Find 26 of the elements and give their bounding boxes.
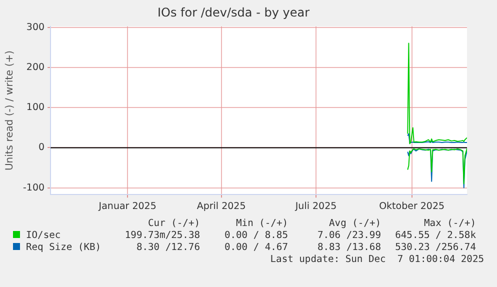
- y-tick-label: -100: [23, 182, 45, 194]
- y-axis-title: Units read (-) / write (+): [4, 50, 16, 171]
- text: Avg (-/+): [329, 218, 381, 229]
- text: 8.30 /12.76: [136, 242, 200, 253]
- text: 645.55 / 2.58k: [395, 230, 476, 241]
- y-tick-label: 300: [26, 22, 45, 34]
- x-tick-label: Juli 2025: [294, 200, 337, 212]
- legend-label: Req Size (KB): [25, 242, 102, 253]
- x-tick-label: Oktober 2025: [379, 200, 445, 212]
- text: 0.00 / 4.67: [224, 242, 288, 253]
- text: 8.83 /13.68: [317, 242, 381, 253]
- text: Cur (-/+): [148, 218, 200, 229]
- text: Last update: Sun Dec 7 01:00:04 2025: [270, 254, 484, 265]
- x-tick-label: Januar 2025: [98, 200, 156, 212]
- legend-label: IO/sec: [25, 230, 61, 241]
- y-tick-label: 100: [26, 102, 45, 114]
- text: 0.00 / 8.85: [224, 230, 288, 241]
- chart-title: IOs for /dev/sda - by year: [157, 5, 310, 20]
- text: 199.73m/25.38: [124, 230, 200, 241]
- y-tick-label: 200: [26, 62, 45, 74]
- text: Min (-/+): [236, 218, 288, 229]
- y-tick-label: 0: [38, 142, 45, 154]
- text: 7.06 /23.99: [317, 230, 381, 241]
- text: 530.23 /256.74: [395, 242, 476, 253]
- x-tick-label: April 2025: [196, 200, 246, 212]
- text: Max (-/+): [424, 218, 476, 229]
